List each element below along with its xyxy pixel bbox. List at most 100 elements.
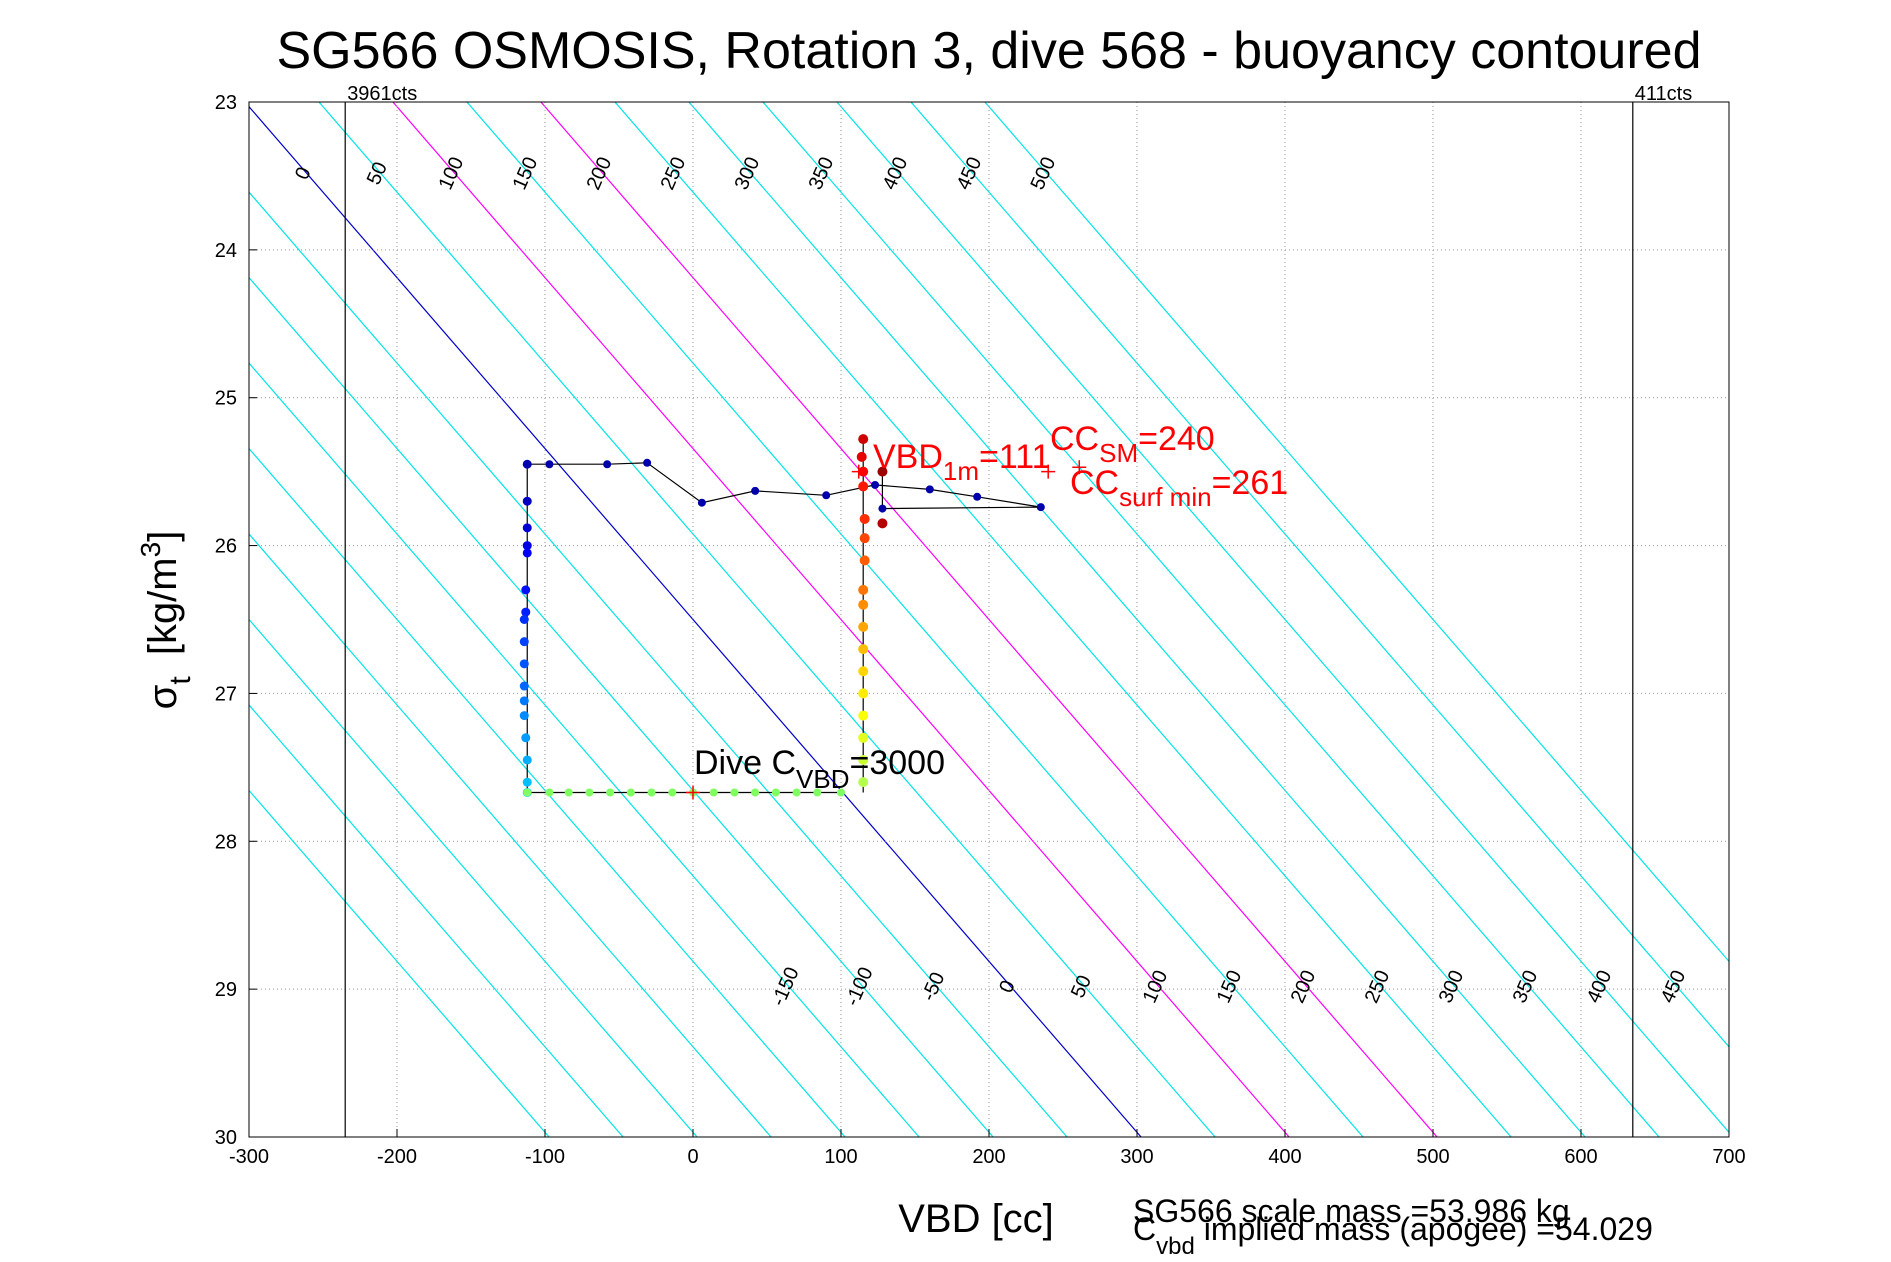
bottom-point: [668, 788, 677, 797]
x-axis-label: VBD [cc]: [898, 1197, 1054, 1241]
contour-line: [249, 789, 550, 1137]
descent-point: [522, 777, 532, 787]
contour-label: 250: [1361, 967, 1395, 1006]
contour-label: 150: [509, 154, 543, 193]
contour-label: 250: [657, 154, 691, 193]
x-tick-label: -300: [229, 1146, 269, 1168]
count-limit-label: 411cts: [1635, 83, 1692, 105]
contour-line: [249, 362, 920, 1137]
ascent-point: [858, 599, 869, 610]
dive-track-point: [973, 492, 982, 501]
descent-point: [522, 541, 532, 551]
svg-text:σt [kg/m3]: σt [kg/m3]: [135, 531, 197, 710]
ascent-point: [858, 644, 869, 655]
bottom-point: [771, 788, 780, 797]
ascent-point: [858, 666, 869, 677]
ascent-point: [858, 777, 869, 788]
ascent-point: [858, 481, 869, 492]
ascent-point: [859, 513, 870, 524]
dive-track-point: [871, 480, 880, 489]
annotation-marker: [851, 464, 866, 479]
contour-line: [249, 105, 1142, 1137]
descent-point: [519, 637, 529, 647]
dive-track-point: [878, 504, 887, 513]
contour-label: 300: [1435, 967, 1469, 1006]
vbd-1m-sub: 1m: [943, 456, 979, 486]
grid: [249, 102, 1729, 1137]
contour-line: [249, 447, 846, 1137]
contour-line: [249, 533, 772, 1137]
contour-line: [836, 102, 1729, 1134]
bottom-point: [813, 788, 822, 797]
x-tick-label: 700: [1712, 1146, 1745, 1168]
contour-line: [249, 276, 994, 1137]
vbd-1m-value: =111: [979, 438, 1051, 476]
y-tick-label: 27: [215, 683, 237, 705]
annotation-marker: [1072, 460, 1087, 475]
dive-cvbd-sub: VBD: [796, 764, 849, 794]
dive-track-point: [697, 498, 706, 507]
dive-cvbd-main: Dive C: [694, 744, 796, 782]
implied-mass-note: Cvbd implied mass (apogee) =54.029: [1133, 1211, 1653, 1260]
contour-lines: [249, 102, 1729, 1137]
contour-label: 300: [731, 154, 765, 193]
contour-label: -100: [841, 964, 877, 1010]
descent-point: [521, 733, 531, 743]
x-tick-label: 100: [824, 1146, 857, 1168]
contour-label: -50: [918, 969, 950, 1004]
dive-track-point: [1036, 503, 1045, 512]
bottom-point: [545, 788, 554, 797]
ascent-point: [858, 584, 869, 595]
dive-track-point: [822, 491, 831, 500]
count-limit-label: 3961cts: [347, 83, 417, 105]
contour-line: [688, 102, 1586, 1137]
x-tick-label: 400: [1268, 1146, 1301, 1168]
x-tick-label: -200: [377, 1146, 417, 1168]
ascent-point: [877, 518, 888, 529]
dive-cvbd-annotation: Dive CVBD=3000: [694, 744, 945, 794]
implied-mass-main: C: [1133, 1211, 1156, 1247]
bottom-point: [709, 788, 718, 797]
annotation-marker: [686, 785, 700, 800]
ascent-point: [858, 754, 869, 765]
contour-line: [910, 102, 1729, 1048]
descent-point: [522, 459, 532, 469]
y-label-sup: 3: [135, 542, 166, 558]
descent-point: [522, 755, 532, 765]
contour-label: 450: [953, 154, 987, 193]
contour-label: 0: [995, 977, 1020, 996]
y-tick-label: 23: [215, 92, 237, 114]
contour-label: 50: [1067, 972, 1096, 1001]
dive-data: [519, 434, 1087, 800]
descent-point: [522, 548, 532, 558]
contour-label: 0: [291, 164, 316, 183]
contour-label: 100: [1139, 967, 1173, 1006]
cc-sm-sub: SM: [1099, 438, 1138, 468]
y-axis-label: σt [kg/m3]: [135, 531, 197, 710]
bottom-point: [647, 788, 656, 797]
x-tick-label: 200: [972, 1146, 1005, 1168]
dive-track-point: [545, 460, 554, 469]
dive-track-point: [751, 486, 760, 495]
ascent-point: [858, 621, 869, 632]
y-label-main: σ: [141, 684, 185, 709]
y-tick-label: 28: [215, 831, 237, 853]
ascent-point: [856, 451, 867, 462]
cc-sm-annotation: CCSM=240: [1050, 420, 1215, 468]
chart-title: SG566 OSMOSIS, Rotation 3, dive 568 - bu…: [276, 22, 1701, 80]
dive-track-point: [603, 460, 612, 469]
ascent-point: [858, 688, 869, 699]
contour-line: [249, 191, 1068, 1137]
y-tick-label: 25: [215, 388, 237, 410]
contour-label: 200: [583, 154, 617, 193]
descent-point: [522, 496, 532, 506]
descent-point: [519, 681, 529, 691]
y-tick-label: 30: [215, 1127, 237, 1149]
contour-line: [392, 102, 1290, 1137]
bottom-point: [792, 788, 801, 797]
ascent-point: [859, 533, 870, 544]
contour-label: 400: [1583, 967, 1617, 1006]
ascent-point: [858, 710, 869, 721]
contour-label: -150: [767, 964, 803, 1010]
